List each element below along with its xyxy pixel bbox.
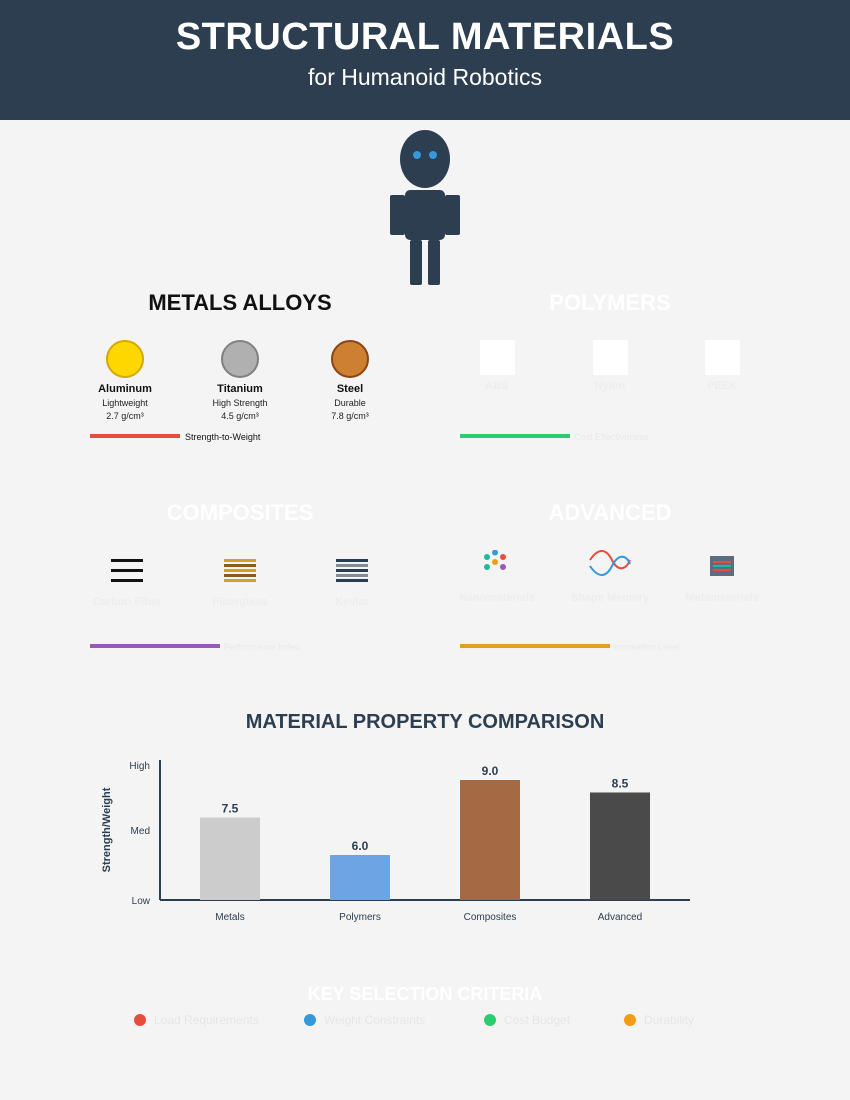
criteria-label: Weight Constraints	[324, 1013, 426, 1027]
metals-section: METALS ALLOYS Aluminum Lightweight 2.7 g…	[90, 290, 480, 450]
material-carbon-fiber: Carbon Fiber	[72, 558, 182, 608]
abs-swatch-icon	[479, 340, 515, 375]
criteria-label: Durability	[644, 1013, 695, 1027]
robot-icon	[390, 130, 460, 285]
blue-dot-icon	[304, 1014, 316, 1026]
bar-value-label: 8.5	[612, 777, 629, 791]
page-subtitle: for Humanoid Robotics	[308, 64, 542, 90]
material-name: Steel	[336, 383, 364, 395]
material-steel: Steel Durable 7.8 g/cm³	[295, 340, 405, 421]
criteria-title: KEY SELECTION CRITERIA	[307, 984, 543, 1004]
advanced-title: ADVANCED	[548, 500, 672, 525]
bar-polymers	[330, 855, 390, 900]
nylon-swatch-icon	[592, 340, 628, 375]
material-aluminum: Aluminum Lightweight 2.7 g/cm³	[70, 340, 180, 421]
metals-title: METALS ALLOYS	[148, 290, 332, 315]
y-tick-label: High	[129, 761, 150, 772]
polymers-title: POLYMERS	[549, 290, 671, 315]
x-tick-label: Composites	[464, 912, 517, 923]
innovation-meter-bar	[460, 644, 610, 648]
y-tick-label: Med	[131, 826, 150, 837]
material-name: Aluminum	[98, 383, 152, 395]
bar-metals	[200, 817, 260, 900]
performance-meter-label: Performance Index	[224, 642, 301, 652]
material-peek: PEEK	[667, 340, 777, 392]
x-tick-label: Metals	[215, 912, 244, 923]
material-name: Carbon Fiber	[92, 596, 162, 608]
material-name: Nylon	[594, 380, 626, 392]
material-kevlar: Kevlar	[297, 558, 407, 608]
bar-value-label: 7.5	[222, 802, 239, 816]
lattice-icon	[710, 556, 734, 576]
performance-meter-bar	[90, 644, 220, 648]
material-desc: Lightweight	[102, 398, 148, 408]
stripes-slate-icon	[336, 559, 368, 582]
advanced-section: ADVANCED Nanomaterials Shape Memory Meta…	[459, 500, 850, 660]
stripes-gold-icon	[224, 559, 256, 582]
material-name: ABS	[485, 380, 509, 392]
chart-title: MATERIAL PROPERTY COMPARISON	[245, 711, 605, 733]
steel-swatch-icon	[331, 340, 369, 378]
material-titanium: Titanium High Strength 4.5 g/cm³	[185, 340, 295, 421]
page-header: STRUCTURAL MATERIALS for Humanoid Roboti…	[0, 0, 850, 120]
material-desc: High Strength	[212, 398, 268, 408]
y-tick-label: Low	[132, 896, 151, 907]
innovation-meter-label: Innovation Level	[614, 642, 680, 652]
composites-section: COMPOSITES Carbon Fiber Fiberglass Kevla…	[90, 500, 480, 660]
material-density: 4.5 g/cm³	[221, 411, 259, 421]
bar-advanced	[590, 792, 650, 900]
peek-swatch-icon	[704, 340, 740, 375]
stripes-black-icon	[111, 559, 143, 582]
orange-dot-icon	[624, 1014, 636, 1026]
material-name: Metamaterials	[685, 592, 759, 604]
material-name: PEEK	[707, 380, 737, 392]
bar-composites	[460, 780, 520, 900]
material-nanomaterials: Nanomaterials	[442, 550, 552, 604]
material-density: 7.8 g/cm³	[331, 411, 369, 421]
x-tick-label: Advanced	[598, 912, 642, 923]
material-abs: ABS	[442, 340, 552, 392]
criteria-label: Load Requirements	[154, 1013, 259, 1027]
material-name: Shape Memory	[570, 592, 650, 604]
cost-meter-label: Cost Effectiveness	[574, 432, 649, 442]
titanium-swatch-icon	[221, 340, 259, 378]
material-metamaterials: Metamaterials	[667, 550, 777, 604]
polymers-section: POLYMERS ABS Nylon PEEK Cost Effectivene…	[460, 290, 850, 450]
aluminum-swatch-icon	[106, 340, 144, 378]
criteria-label: Cost Budget	[504, 1013, 571, 1027]
material-nylon: Nylon	[555, 340, 665, 392]
wave-icon	[589, 550, 631, 576]
material-name: Titanium	[217, 383, 263, 395]
green-dot-icon	[484, 1014, 496, 1026]
bar-value-label: 9.0	[482, 764, 499, 778]
material-name: Fiberglass	[212, 596, 268, 608]
material-name: Nanomaterials	[459, 592, 535, 604]
red-dot-icon	[134, 1014, 146, 1026]
bar-value-label: 6.0	[352, 839, 369, 853]
material-density: 2.7 g/cm³	[106, 411, 144, 421]
cost-meter-bar	[460, 434, 570, 438]
material-name: Kevlar	[335, 596, 369, 608]
x-tick-label: Polymers	[339, 912, 381, 923]
particles-icon	[484, 550, 506, 570]
page-title: STRUCTURAL MATERIALS	[175, 16, 675, 58]
y-axis-label: Strength/Weight	[101, 787, 113, 872]
strength-meter-bar	[90, 434, 180, 438]
material-shape-memory: Shape Memory	[555, 550, 665, 604]
material-fiberglass: Fiberglass	[185, 558, 295, 608]
material-desc: Durable	[334, 398, 366, 408]
strength-meter-label: Strength-to-Weight	[185, 432, 261, 442]
composites-title: COMPOSITES	[166, 500, 314, 525]
